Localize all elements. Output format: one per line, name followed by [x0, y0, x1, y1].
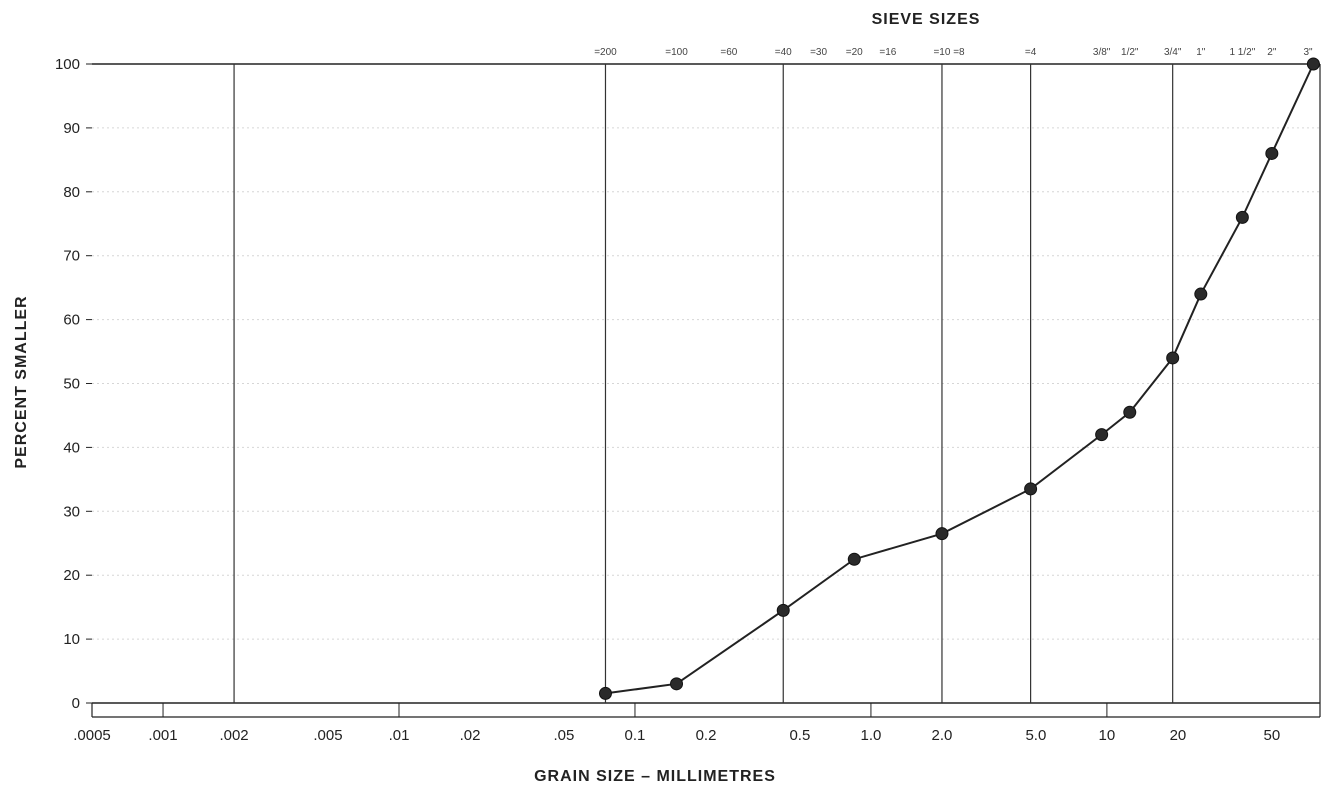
sieve-label: =8: [953, 47, 965, 58]
sieve-label: =30: [810, 47, 827, 58]
vertical-lines: [233, 64, 1174, 703]
series-layer: [598, 57, 1320, 700]
x-tick-label: 0.5: [789, 727, 810, 744]
x-tick-label: 0.1: [625, 727, 646, 744]
grid-layer: [92, 127, 1320, 640]
sieve-label: 1": [1196, 47, 1206, 58]
x-axis-title: GRAIN SIZE – MILLIMETRES: [534, 768, 776, 785]
top-axis-title: SIEVE SIZES: [872, 11, 981, 28]
data-point: [776, 603, 790, 617]
x-tick-label: 10: [1099, 727, 1116, 744]
data-point: [670, 677, 684, 691]
x-tick-label: 20: [1170, 727, 1187, 744]
x-tick-label: .0005: [73, 727, 111, 744]
sieve-label: =60: [720, 47, 737, 58]
x-tick-label: 2.0: [932, 727, 953, 744]
data-point: [1024, 482, 1038, 496]
x-tick-label: .01: [389, 727, 410, 744]
x-tick-label: 0.2: [696, 727, 717, 744]
y-tick-label: 90: [63, 120, 80, 137]
data-point: [598, 686, 612, 700]
sieve-label: 3": [1303, 47, 1313, 58]
sieve-label: =16: [879, 47, 896, 58]
sieve-labels: =200 =100 =60 =40 =30 =20 =16 =10 =8 =4 3/8" 1/2" 3/…: [594, 47, 1313, 58]
y-tick-label: 30: [63, 503, 80, 520]
sieve-label: =20: [846, 47, 863, 58]
sieve-label: =200: [594, 47, 617, 58]
x-tick-labels: .0005 .001 .002 .005 .01 .02 .05 0.1 0.2 0.5 1.0 2.…: [73, 727, 1280, 744]
data-point: [1166, 351, 1180, 365]
y-tick-label: 100: [55, 56, 80, 73]
y-tick-label: 0: [72, 695, 80, 712]
data-point: [1123, 405, 1137, 419]
y-tick-label: 40: [63, 439, 80, 456]
sieve-label: =10: [933, 47, 950, 58]
sieve-label: 1 1/2": [1229, 47, 1255, 58]
data-point: [1306, 57, 1320, 71]
plot-frame: [86, 63, 1321, 718]
sieve-label: =40: [775, 47, 792, 58]
x-tick-label: .02: [460, 727, 481, 744]
series-line: [605, 63, 1315, 695]
y-tick-label: 80: [63, 184, 80, 201]
sieve-label: 2": [1267, 47, 1277, 58]
data-point: [935, 527, 949, 541]
x-tick-label: 50: [1263, 727, 1280, 744]
sieve-label: 3/4": [1164, 47, 1182, 58]
y-tick-label: 10: [63, 631, 80, 648]
y-tick-label: 70: [63, 248, 80, 265]
x-tick-label: .05: [554, 727, 575, 744]
x-tick-label: .001: [148, 727, 177, 744]
y-tick-label: 20: [63, 567, 80, 584]
data-point: [1095, 428, 1109, 442]
sieve-label: 3/8": [1093, 47, 1111, 58]
y-tick-labels: 0 10 20 30 40 50 60 70 80 90 100: [55, 56, 80, 712]
x-tick-label: 5.0: [1025, 727, 1046, 744]
data-point: [1194, 287, 1208, 301]
x-tick-label: .005: [313, 727, 342, 744]
sieve-label: =4: [1025, 47, 1037, 58]
data-point: [1265, 146, 1279, 160]
sieve-label: =100: [665, 47, 688, 58]
x-tick-label: 1.0: [861, 727, 882, 744]
sieve-label: 1/2": [1121, 47, 1139, 58]
x-tick-label: .002: [219, 727, 248, 744]
y-axis-title: PERCENT SMALLER: [13, 295, 30, 468]
data-point: [1235, 210, 1249, 224]
data-point: [847, 552, 861, 566]
y-tick-label: 50: [63, 376, 80, 393]
y-tick-label: 60: [63, 312, 80, 329]
